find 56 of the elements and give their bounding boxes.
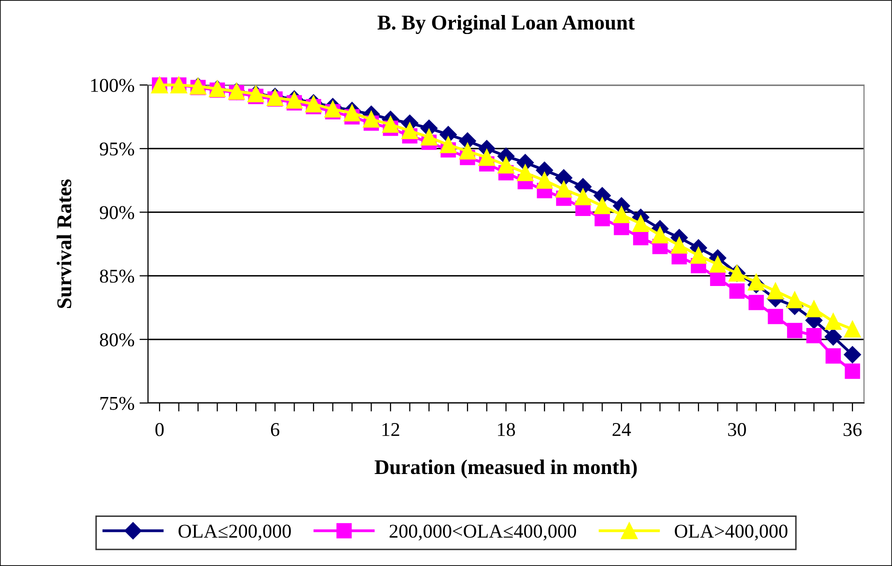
point [516, 164, 534, 182]
point [401, 122, 418, 140]
point [632, 215, 650, 232]
point [362, 111, 380, 128]
x-tick-label: 18 [498, 423, 515, 436]
point [594, 198, 611, 214]
point [633, 230, 648, 246]
point [440, 136, 457, 154]
x-axis-title: Duration (measued in month) [374, 460, 637, 478]
point [459, 142, 476, 160]
point [498, 156, 514, 174]
x-tick-label: 30 [728, 423, 746, 436]
point [729, 283, 745, 299]
point [824, 313, 842, 330]
x-tick-label: 12 [382, 423, 400, 436]
point [844, 346, 862, 364]
legend-label: 200,000<OLA≤400,000 [390, 524, 576, 541]
legend-label: OLA≤200,000 [178, 524, 291, 541]
point [555, 180, 572, 198]
point [478, 149, 496, 166]
point [574, 188, 592, 206]
point [787, 322, 802, 338]
x-tick-label: 0 [155, 423, 164, 436]
x-tick-label: 36 [844, 423, 862, 436]
point [382, 116, 399, 133]
y-tick-label: 85% [100, 270, 134, 283]
point [536, 172, 553, 189]
point [786, 292, 804, 308]
y-axis-title: Survival Rates [56, 179, 72, 308]
point [690, 247, 707, 264]
point [710, 270, 726, 286]
point [420, 128, 438, 146]
point [670, 236, 688, 254]
point [806, 300, 822, 318]
point [768, 308, 784, 324]
y-tick-label: 90% [100, 206, 134, 220]
point [844, 364, 860, 379]
point [844, 320, 861, 338]
point [344, 104, 360, 122]
x-tick-label: 6 [271, 423, 280, 436]
point [826, 348, 841, 364]
legend-label: OLA>400,000 [674, 524, 788, 541]
point [767, 282, 784, 300]
point [748, 294, 764, 310]
point [613, 206, 630, 224]
y-tick-label: 95% [100, 142, 134, 156]
y-tick-label: 80% [100, 333, 134, 346]
point [748, 274, 765, 290]
point [652, 226, 668, 244]
point [824, 328, 842, 346]
x-tick-label: 24 [612, 423, 631, 436]
chart-title: B. By Original Loan Amount [378, 14, 635, 34]
point [709, 256, 726, 273]
point [806, 328, 822, 344]
y-tick-label: 100% [91, 78, 134, 92]
y-tick-label: 75% [100, 396, 134, 410]
